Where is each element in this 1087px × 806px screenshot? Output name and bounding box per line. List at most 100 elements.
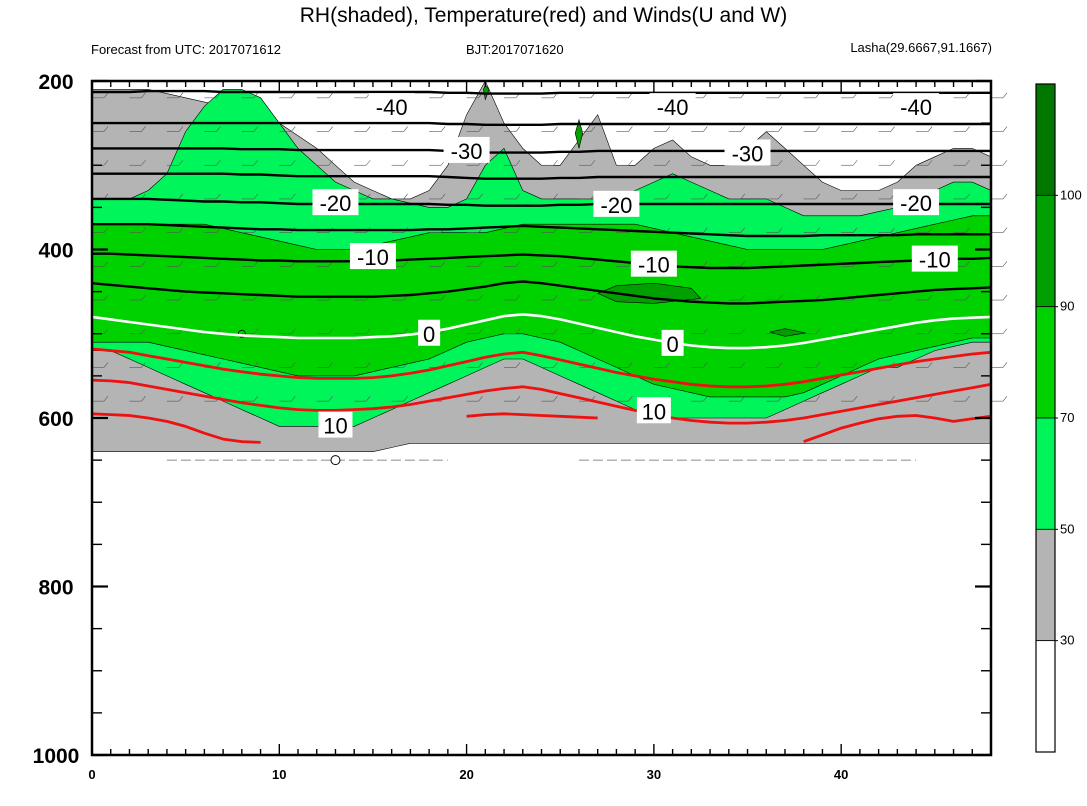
wind-barb-feather bbox=[927, 328, 933, 334]
colorbar-segment bbox=[1035, 528, 1056, 642]
wind-barb-feather bbox=[927, 395, 933, 402]
wind-barb-feather bbox=[291, 193, 296, 200]
wind-barb-feather bbox=[1002, 294, 1008, 301]
wind-barb-feather bbox=[665, 193, 671, 200]
wind-barb-feather bbox=[628, 126, 633, 132]
wind-barb-feather bbox=[553, 328, 558, 334]
wind-barb-feather bbox=[515, 160, 521, 166]
wind-barb-feather bbox=[478, 328, 483, 334]
wind-barb-feather bbox=[291, 92, 296, 99]
isoline-label: -30 bbox=[732, 141, 764, 166]
wind-barb-feather bbox=[890, 395, 895, 402]
isoline-level--15 bbox=[92, 223, 991, 238]
wind-barb-feather bbox=[178, 362, 184, 368]
x-tick-label: 30 bbox=[647, 767, 661, 782]
chart-title: RH(shaded), Temperature(red) and Winds(U… bbox=[299, 4, 788, 27]
isoline-level--35 bbox=[92, 121, 991, 126]
isoline--20 bbox=[92, 197, 991, 207]
colorbar-label: 90 bbox=[1060, 299, 1074, 314]
isoline-label-box bbox=[724, 139, 771, 166]
x-tick-label: 20 bbox=[459, 767, 473, 782]
wind-barb-feather bbox=[178, 193, 184, 200]
wind-barb-feather bbox=[141, 92, 146, 99]
colorbar-segment bbox=[1035, 83, 1056, 196]
wind-barb-feather bbox=[852, 126, 858, 132]
isoline-level--5 bbox=[92, 280, 991, 305]
colorbar-segment bbox=[1035, 640, 1056, 753]
colorbar-label: 30 bbox=[1060, 633, 1074, 648]
wind-barb-feather bbox=[178, 227, 184, 233]
wind-barb-feather bbox=[141, 362, 146, 368]
isoline-label: -40 bbox=[376, 95, 408, 120]
wind-barb-feather bbox=[403, 193, 408, 200]
wind-barb-feather bbox=[628, 395, 633, 402]
colorbar-label: 70 bbox=[1060, 410, 1074, 425]
wind-barb-feather bbox=[965, 362, 970, 368]
wind-barb-feather bbox=[778, 193, 783, 200]
isoline--10 bbox=[92, 252, 991, 270]
isoline-label-box bbox=[312, 189, 359, 216]
wind-barb-feather bbox=[965, 261, 970, 267]
isoline-level-15 bbox=[92, 412, 991, 444]
isoline-label-box bbox=[443, 136, 490, 163]
wind-barb-feather bbox=[253, 92, 259, 99]
wind-barb-feather bbox=[178, 126, 184, 132]
wind-barb-feather bbox=[253, 362, 259, 368]
wind-barb-feather bbox=[740, 261, 746, 267]
wind-barb-feather bbox=[703, 362, 708, 368]
wind-barb-feather bbox=[965, 227, 970, 233]
wind-barb-feather bbox=[178, 294, 184, 301]
forecast-subtitle: Forecast from UTC: 2017071612 bbox=[91, 42, 282, 57]
wind-barb-feather bbox=[328, 126, 333, 132]
wind-barb-feather bbox=[778, 126, 783, 132]
wind-barb-feather bbox=[852, 227, 858, 233]
colorbar-segment bbox=[1035, 194, 1056, 308]
wind-barb-feather bbox=[253, 395, 259, 402]
wind-barb-feather bbox=[403, 160, 408, 166]
isoline-label: 10 bbox=[323, 414, 347, 439]
wind-barb-feather bbox=[103, 227, 109, 233]
wind-barb-feather bbox=[553, 261, 558, 267]
wind-barb-feather bbox=[216, 160, 221, 166]
wind-barb-feather bbox=[253, 160, 259, 166]
wind-barb-feather bbox=[216, 294, 221, 301]
wind-barb-feather bbox=[553, 193, 558, 200]
calm-circle bbox=[237, 329, 246, 338]
wind-barb-feather bbox=[890, 294, 895, 301]
wind-barb-feather bbox=[216, 261, 221, 267]
wind-barb-feather bbox=[291, 160, 296, 166]
isoline-level--25 bbox=[92, 172, 991, 180]
wind-barb-feather bbox=[703, 294, 708, 301]
wind-barb-feather bbox=[852, 193, 858, 200]
wind-barb-feather bbox=[515, 362, 521, 368]
wind-barb-feather bbox=[515, 227, 521, 233]
wind-barb-feather bbox=[440, 193, 446, 200]
wind-barb-feather bbox=[965, 294, 970, 301]
isoline-label-box bbox=[593, 190, 640, 217]
wind-barb-feather bbox=[103, 294, 109, 301]
isoline-10 bbox=[92, 378, 991, 425]
wind-barb-feather bbox=[103, 328, 109, 334]
wind-barb-feather bbox=[141, 160, 146, 166]
wind-barb-feather bbox=[103, 261, 109, 267]
isoline-label-box bbox=[893, 189, 940, 216]
wind-barb-feather bbox=[590, 294, 596, 301]
wind-barb-feather bbox=[778, 328, 783, 334]
y-tick-label: 800 bbox=[38, 577, 73, 600]
wind-barb-feather bbox=[815, 193, 820, 200]
wind-barb-feather bbox=[778, 395, 783, 402]
wind-barb-feather bbox=[515, 193, 521, 200]
x-tick-label: 0 bbox=[88, 767, 95, 782]
isoline-label-box bbox=[636, 397, 671, 424]
wind-barb-feather bbox=[515, 395, 521, 402]
wind-barb-feather bbox=[253, 261, 259, 267]
wind-barb-feather bbox=[478, 193, 483, 200]
wind-barb-feather bbox=[778, 160, 783, 166]
wind-barb-feather bbox=[590, 261, 596, 267]
isoline-label-box bbox=[911, 245, 958, 272]
wind-barb-feather bbox=[590, 160, 596, 166]
wind-barb-feather bbox=[328, 160, 333, 166]
wind-barb-feather bbox=[291, 395, 296, 402]
